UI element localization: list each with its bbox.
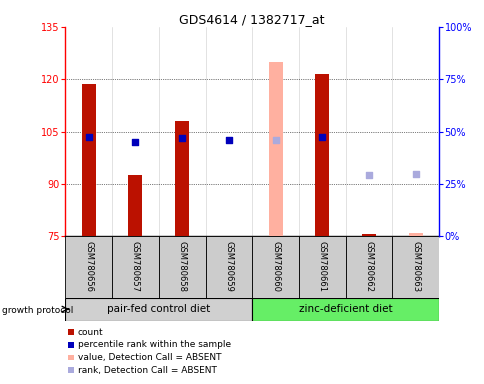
Text: GSM780656: GSM780656	[84, 241, 93, 292]
Bar	[345, 236, 392, 298]
Bar	[128, 175, 142, 236]
Point	[225, 137, 232, 143]
Bar	[65, 236, 112, 298]
Bar	[158, 236, 205, 298]
Text: zinc-deficient diet: zinc-deficient diet	[298, 304, 392, 314]
Text: count: count	[77, 328, 103, 337]
Bar	[268, 62, 282, 236]
Text: GSM780659: GSM780659	[224, 241, 233, 292]
Text: GSM780662: GSM780662	[363, 241, 373, 292]
Bar	[252, 236, 298, 298]
Title: GDS4614 / 1382717_at: GDS4614 / 1382717_at	[179, 13, 324, 26]
Point	[131, 139, 139, 145]
Bar	[361, 234, 375, 236]
Bar	[252, 298, 438, 321]
Bar	[408, 233, 422, 236]
Bar	[65, 298, 252, 321]
Bar	[392, 236, 438, 298]
Text: pair-fed control diet: pair-fed control diet	[107, 304, 210, 314]
Point	[364, 172, 372, 179]
Text: GSM780661: GSM780661	[317, 241, 326, 292]
Bar	[315, 74, 329, 236]
Text: growth protocol: growth protocol	[2, 306, 74, 315]
Bar	[298, 236, 345, 298]
Point	[411, 171, 419, 177]
Point	[85, 134, 92, 140]
Text: GSM780663: GSM780663	[410, 241, 419, 292]
Text: GSM780658: GSM780658	[177, 241, 186, 292]
Point	[271, 137, 279, 143]
Text: GSM780657: GSM780657	[131, 241, 140, 292]
Point	[178, 135, 186, 141]
Text: percentile rank within the sample: percentile rank within the sample	[77, 340, 230, 349]
Bar	[175, 121, 189, 236]
Text: value, Detection Call = ABSENT: value, Detection Call = ABSENT	[77, 353, 221, 362]
Bar	[112, 236, 158, 298]
Text: rank, Detection Call = ABSENT: rank, Detection Call = ABSENT	[77, 366, 216, 375]
Bar	[205, 236, 252, 298]
Text: GSM780660: GSM780660	[271, 241, 279, 292]
Point	[318, 134, 325, 140]
Bar	[82, 84, 96, 236]
